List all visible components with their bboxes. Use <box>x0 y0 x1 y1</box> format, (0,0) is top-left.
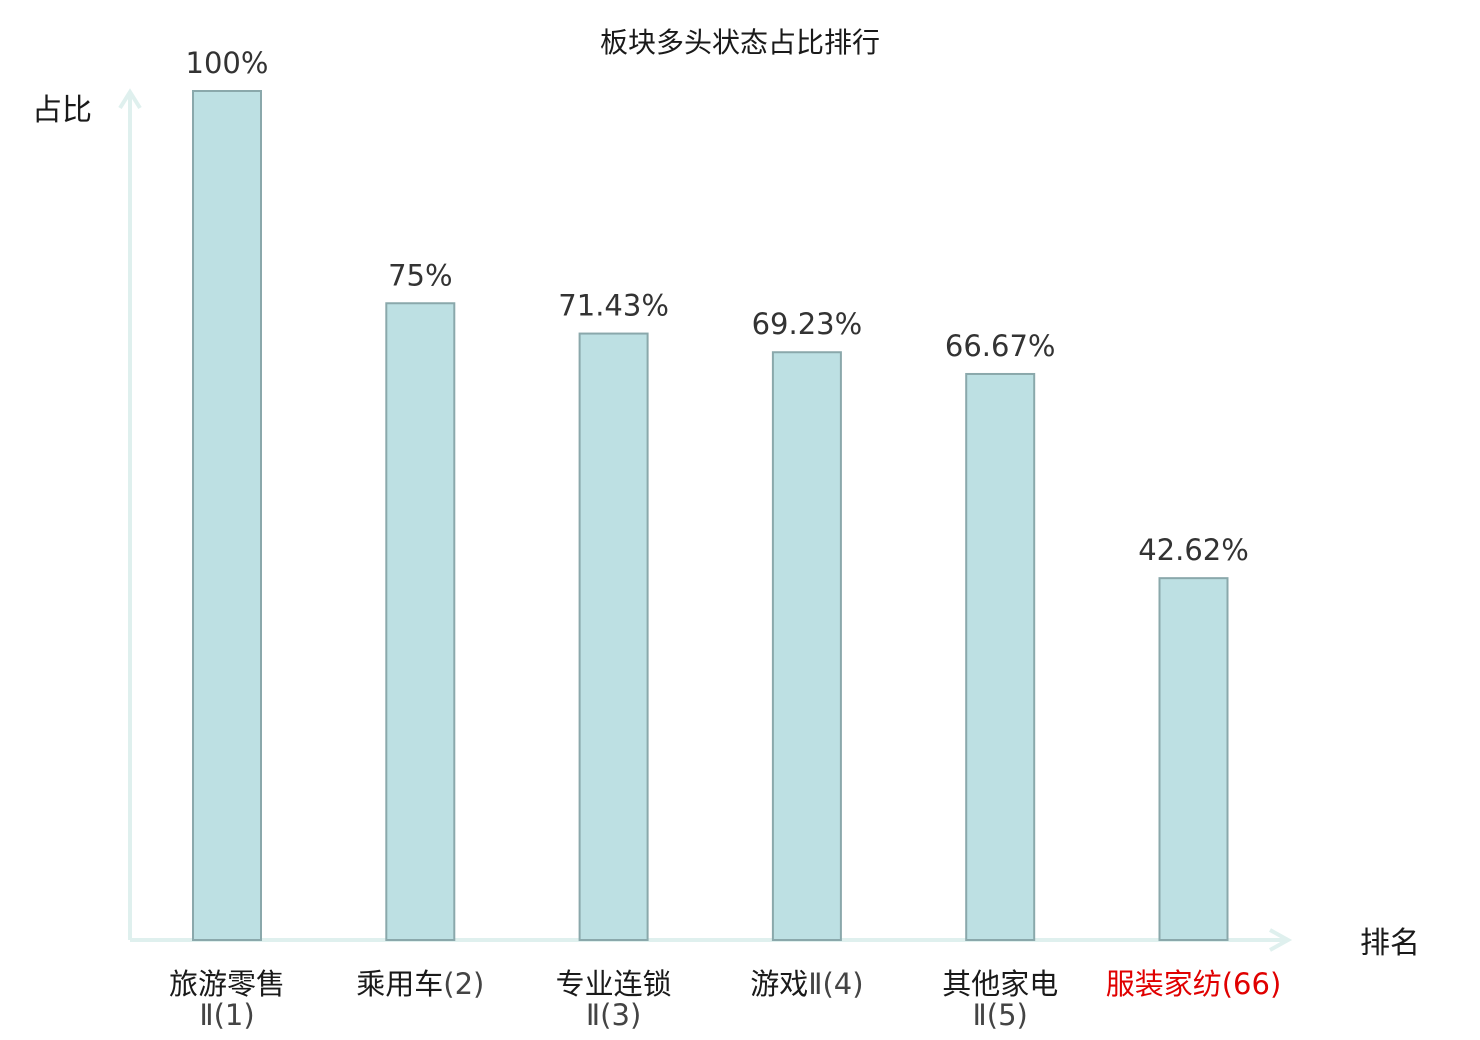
y-axis-label: 占比 <box>32 93 92 128</box>
value-label-3: 71.43% <box>558 289 669 323</box>
chart-title: 板块多头状态占比排行 <box>600 26 880 59</box>
category-labels: 旅游零售 Ⅱ(1) 乘用车(2) 专业连锁 Ⅱ(3) 游戏Ⅱ(4) 其他家电 Ⅱ(5) 服装家纺… <box>169 967 1281 1032</box>
x-axis-label: 排名 <box>1360 926 1420 961</box>
y-axis: 占比 <box>32 88 142 940</box>
category-label-5: 其他家电 Ⅱ(5) <box>942 967 1058 1032</box>
y-axis-arrow <box>118 88 142 110</box>
value-label-6: 42.62% <box>1138 533 1249 567</box>
category-label-4: 游戏Ⅱ(4) <box>750 967 863 1001</box>
category-label-3: 专业连锁 Ⅱ(3) <box>556 967 672 1032</box>
value-labels: 100% 75% 71.43% 69.23% 66.67% 42.62% <box>186 46 1249 567</box>
bar-6 <box>1158 577 1229 941</box>
value-label-2: 75% <box>388 258 452 292</box>
category-label-6: 服装家纺(66) <box>1106 967 1282 1001</box>
x-axis: 排名 <box>130 926 1420 961</box>
value-label-1: 100% <box>186 46 269 80</box>
bar-5 <box>965 372 1036 942</box>
bar-series <box>192 90 1229 942</box>
x-axis-arrow <box>1269 928 1293 952</box>
category-label-1: 旅游零售 Ⅱ(1) <box>169 967 285 1032</box>
bar-1 <box>192 90 262 941</box>
category-label-2: 乘用车(2) <box>356 967 484 1001</box>
value-label-5: 66.67% <box>945 329 1056 363</box>
bar-4 <box>771 351 842 941</box>
value-label-4: 69.23% <box>752 307 863 341</box>
bar-2 <box>385 302 456 941</box>
bar-3 <box>578 332 649 941</box>
